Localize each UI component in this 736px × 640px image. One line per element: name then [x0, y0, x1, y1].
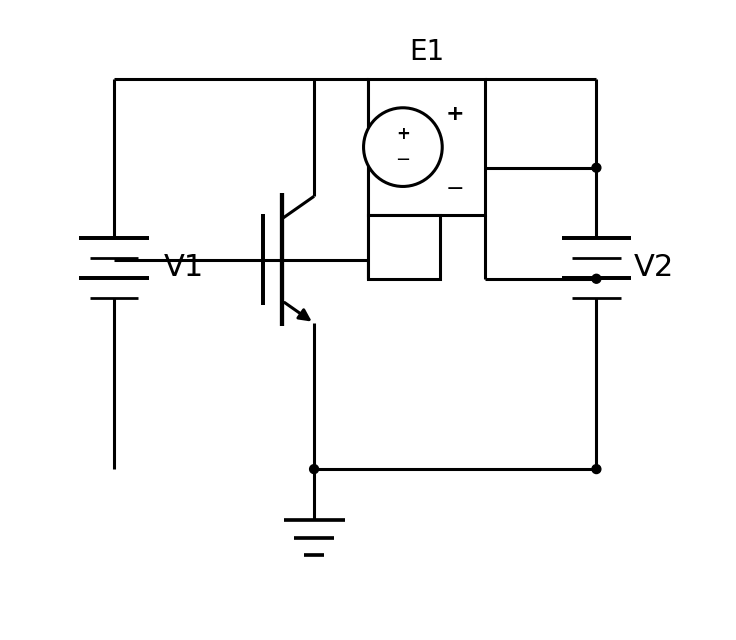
Text: V1: V1 — [164, 253, 204, 282]
Circle shape — [592, 163, 601, 172]
Circle shape — [592, 465, 601, 474]
Circle shape — [592, 275, 601, 284]
Text: −: − — [395, 151, 411, 169]
Bar — [368, 79, 485, 215]
Text: E1: E1 — [409, 38, 445, 67]
Circle shape — [310, 465, 319, 474]
Text: +: + — [445, 104, 464, 124]
Text: +: + — [396, 125, 410, 143]
Bar — [368, 215, 439, 279]
Text: −: − — [445, 179, 464, 198]
Circle shape — [364, 108, 442, 186]
Text: V2: V2 — [634, 253, 673, 282]
